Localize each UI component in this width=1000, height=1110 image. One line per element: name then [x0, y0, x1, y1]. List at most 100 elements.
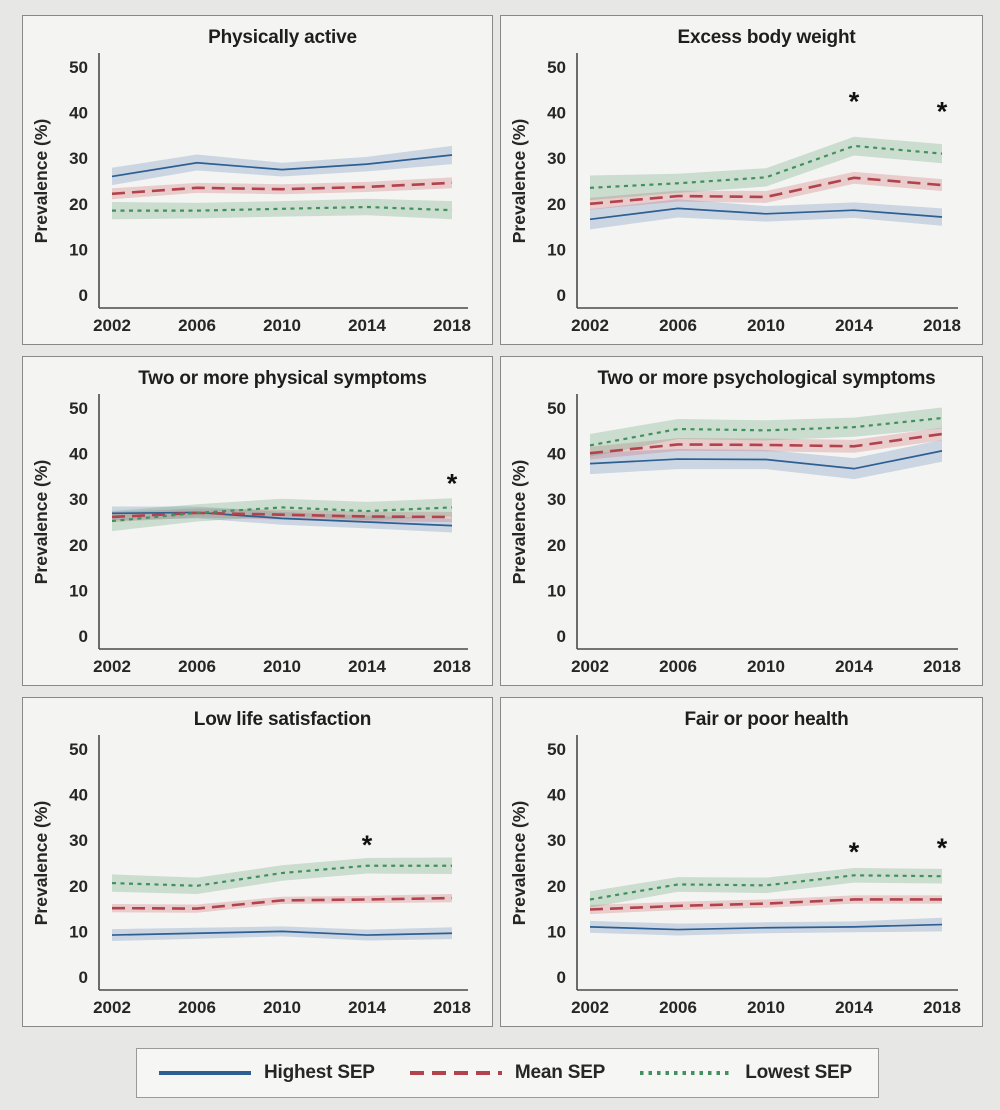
lowest-sep-line	[589, 874, 943, 901]
y-tick-label: 30	[69, 831, 88, 850]
lowest-sep-line	[589, 144, 943, 189]
panel-title: Excess body weight	[677, 27, 856, 48]
panel-title: Fair or poor health	[684, 709, 849, 730]
lowest-sep-band	[590, 136, 942, 201]
significance-asterisk: *	[362, 830, 373, 860]
y-tick-label: 50	[547, 740, 566, 759]
x-tick-label: 2010	[747, 657, 785, 676]
legend-line-lowest-sep-icon	[640, 1071, 733, 1075]
x-tick-label: 2010	[263, 316, 301, 335]
legend-item-mean-sep: Mean SEP	[408, 1062, 605, 1084]
highest-sep-line	[589, 923, 943, 931]
chart-panel-psychological-symptoms: Two or more psychological symptoms 0 10 20…	[500, 356, 983, 686]
mean-sep-band	[590, 427, 942, 460]
chart-panel-fair-or-poor-health: Fair or poor health 0 10 20 30 40 50 2002 2006 2…	[500, 697, 983, 1027]
y-tick-label: 30	[547, 490, 566, 509]
mean-sep-line	[111, 511, 453, 519]
y-axis-title: Prevalence (%)	[31, 801, 51, 926]
highest-sep-line	[111, 511, 453, 527]
panel-title: Two or more physical symptoms	[138, 368, 427, 389]
legend-item-highest-sep: Highest SEP	[157, 1062, 375, 1084]
significance-asterisk: *	[937, 97, 948, 127]
x-tick-label: 2006	[659, 316, 697, 335]
highest-sep-band	[590, 917, 942, 936]
lowest-sep-band	[590, 868, 942, 908]
y-tick-label: 30	[547, 831, 566, 850]
y-tick-label: 10	[547, 922, 566, 941]
y-tick-label: 20	[69, 536, 88, 555]
y-tick-label: 20	[547, 195, 566, 214]
chart-canvas: 0 10 20 30 40 50 2002 2006 2010 2014 2018 Prevalenc…	[509, 394, 961, 676]
significance-asterisk: *	[447, 469, 458, 499]
y-tick-label: 50	[547, 399, 566, 418]
lowest-sep-band	[112, 857, 452, 895]
y-tick-label: 20	[547, 536, 566, 555]
mean-sep-band	[112, 894, 452, 913]
y-tick-label: 40	[547, 786, 566, 805]
y-tick-label: 20	[547, 877, 566, 896]
x-tick-label: 2002	[93, 998, 131, 1017]
legend-item-label: Mean SEP	[514, 1062, 606, 1083]
highest-sep-line	[111, 930, 453, 936]
x-tick-label: 2002	[571, 657, 609, 676]
highest-sep-line	[589, 450, 943, 470]
x-tick-label: 2006	[659, 998, 697, 1017]
chart-canvas: 0 10 20 30 40 50 2002 2006 2010 2014 2018 Prevalenc…	[509, 53, 961, 335]
panel-title: Low life satisfaction	[193, 709, 372, 730]
mean-sep-line	[111, 896, 453, 910]
x-tick-label: 2006	[659, 657, 697, 676]
y-tick-label: 0	[557, 286, 566, 305]
x-tick-label: 2018	[923, 316, 961, 335]
y-axis-title: Prevalence (%)	[31, 119, 51, 244]
y-tick-label: 50	[69, 399, 88, 418]
x-tick-label: 2010	[747, 316, 785, 335]
lowest-sep-line	[111, 864, 452, 887]
lowest-sep-band	[590, 407, 942, 457]
significance-asterisk: *	[849, 837, 860, 867]
significance-asterisk: *	[849, 87, 860, 117]
y-tick-label: 30	[547, 149, 566, 168]
x-tick-label: 2002	[93, 657, 131, 676]
chart-panel-physically-active: Physically active 0 10 20 30 40 50 2002 2006 201…	[22, 15, 493, 345]
highest-sep-line	[111, 154, 453, 178]
x-tick-label: 2010	[263, 657, 301, 676]
highest-sep-band	[112, 926, 452, 941]
figure-grid: Physically active 0 10 20 30 40 50 2002 2006 201…	[22, 15, 983, 1027]
chart-panel-excess-body-weight: Excess body weight 0 10 20 30 40 50 2002 2006 20…	[500, 15, 983, 345]
chart-canvas: 0 10 20 30 40 50 2002 2006 2010 2014 2018 Prevalenc…	[31, 735, 471, 1017]
y-tick-label: 50	[547, 58, 566, 77]
legend-line-highest-sep-icon	[159, 1071, 251, 1075]
y-axis-title: Prevalence (%)	[31, 460, 51, 585]
x-tick-label: 2018	[433, 998, 471, 1017]
y-tick-label: 40	[69, 104, 88, 123]
x-tick-label: 2014	[348, 998, 386, 1017]
legend-item-label: Lowest SEP	[745, 1062, 852, 1083]
y-tick-label: 20	[69, 195, 88, 214]
x-tick-label: 2014	[348, 316, 386, 335]
x-tick-label: 2006	[178, 998, 216, 1017]
y-tick-label: 10	[69, 922, 88, 941]
chart-panel-low-life-satisfaction: Low life satisfaction 0 10 20 30 40 50 2002 200…	[22, 697, 493, 1027]
x-tick-label: 2018	[433, 657, 471, 676]
y-tick-label: 10	[547, 240, 566, 259]
chart-canvas: 0 10 20 30 40 50 2002 2006 2010 2014 2018 Prevalenc…	[31, 53, 471, 335]
y-axis-title: Prevalence (%)	[509, 119, 529, 244]
y-tick-label: 20	[69, 877, 88, 896]
lowest-sep-line	[589, 416, 943, 447]
panel-title: Physically active	[208, 27, 357, 48]
mean-sep-band	[590, 171, 942, 210]
legend-line-mean-sep-icon	[409, 1071, 502, 1075]
chart-canvas: 0 10 20 30 40 50 2002 2006 2010 2014 2018 Prevalenc…	[31, 394, 471, 676]
y-tick-label: 0	[557, 968, 566, 987]
highest-sep-line	[589, 207, 943, 221]
y-tick-label: 0	[79, 286, 88, 305]
significance-asterisk: *	[937, 833, 948, 863]
y-tick-label: 40	[547, 445, 566, 464]
y-tick-label: 30	[69, 149, 88, 168]
highest-sep-band	[112, 145, 452, 186]
y-axis-title: Prevalence (%)	[509, 460, 529, 585]
x-tick-label: 2014	[835, 998, 873, 1017]
legend-item-lowest-sep: Lowest SEP	[638, 1062, 852, 1084]
y-tick-label: 40	[547, 104, 566, 123]
y-tick-label: 0	[79, 627, 88, 646]
